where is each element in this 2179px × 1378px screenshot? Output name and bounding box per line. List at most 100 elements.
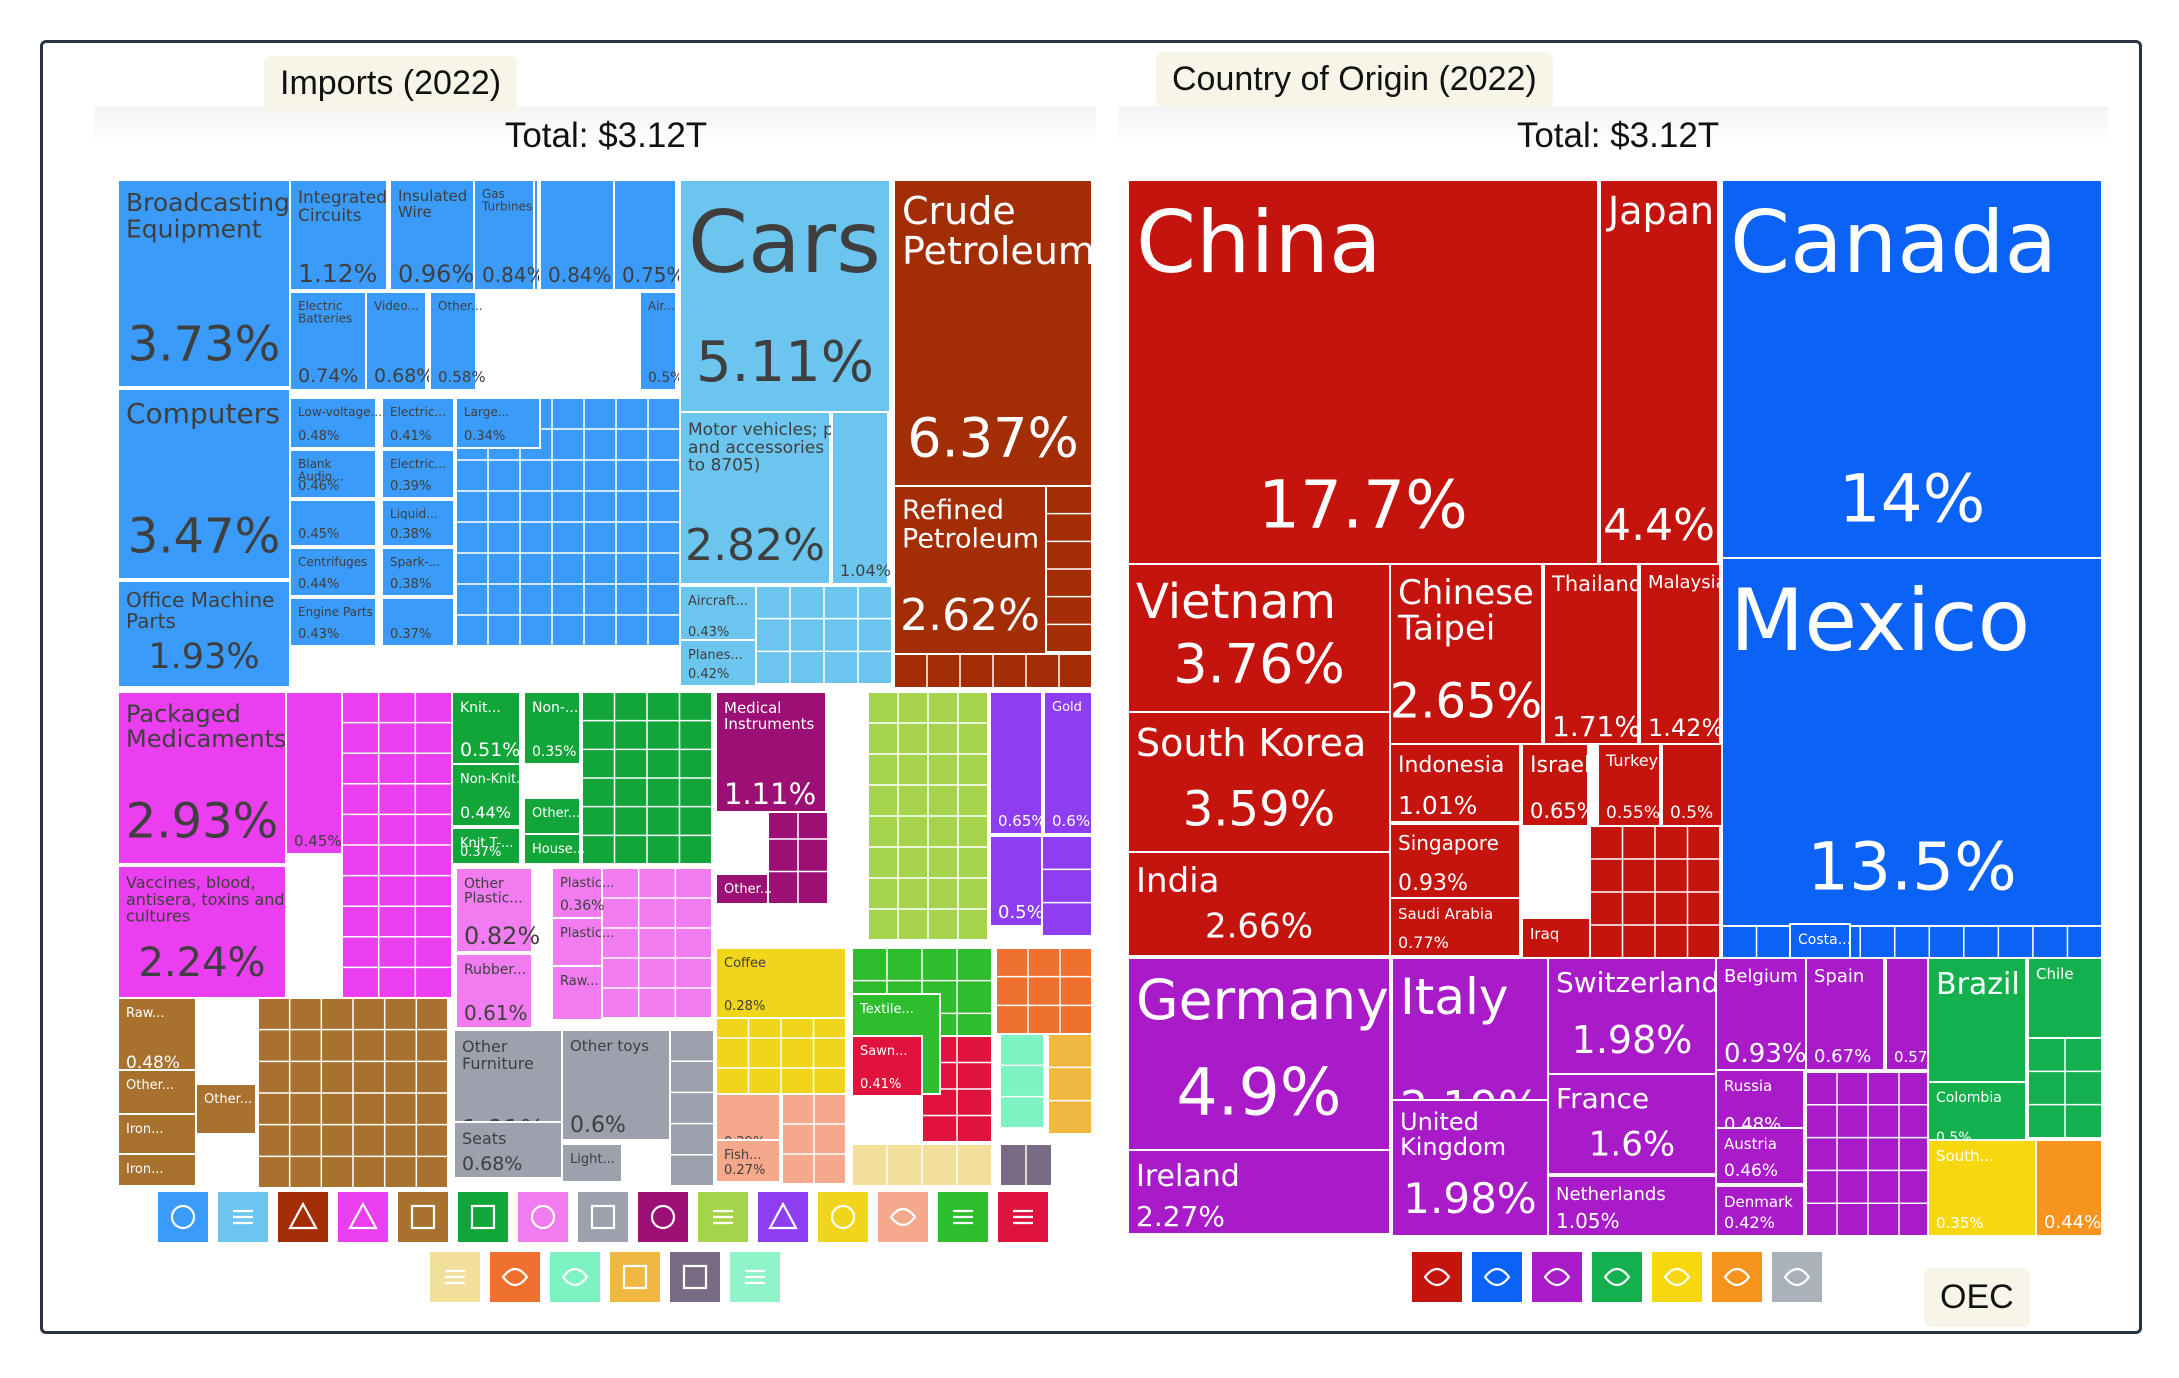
tile-turkey[interactable]: Turkey 0.55% [1597, 743, 1661, 827]
tile-cars[interactable]: Cars 5.11% [679, 179, 891, 413]
tile-non-knit[interactable]: Non-Knit... 0.44% [451, 763, 528, 827]
tile-raw[interactable]: Raw... 0.48% [117, 997, 197, 1077]
asia-icon[interactable] [1412, 1252, 1462, 1302]
tile-japan[interactable]: Japan 4.4% [1599, 179, 1719, 565]
tile-crude-petroleum[interactable]: Crude Petroleum 6.37% [893, 179, 1095, 487]
tile-planes[interactable]: Planes... 0.42% [679, 639, 757, 687]
tile-spain[interactable]: Spain 0.67% [1805, 957, 1885, 1071]
tile-canada[interactable]: Canada 14% [1721, 179, 2103, 559]
tile-sawn[interactable]: Sawn... 0.41% [851, 1035, 923, 1097]
tile-china[interactable]: China 17.7% [1127, 179, 1599, 565]
tile-india[interactable]: India 2.66% [1127, 851, 1391, 957]
tile-0-75[interactable]: 0.75% [613, 179, 686, 291]
stone-icon[interactable] [490, 1252, 540, 1302]
foodstuffs-icon[interactable] [818, 1192, 868, 1242]
tile-france[interactable]: France 1.6% [1547, 1073, 1717, 1175]
instruments-icon[interactable] [638, 1192, 688, 1242]
tile-0-45[interactable]: 0.45% [289, 499, 377, 547]
tile-raw[interactable]: Raw... [551, 965, 603, 1021]
animal-products-icon[interactable] [878, 1192, 928, 1242]
tile-0-84[interactable]: 0.84% [539, 179, 615, 291]
tile-plastic[interactable]: Plastic... [551, 917, 614, 967]
vegetable-products-icon[interactable] [698, 1192, 748, 1242]
tile-electric[interactable]: Electric... 0.39% [381, 449, 455, 499]
tile-packaged-medicaments[interactable]: Packaged Medicaments 2.93% [117, 691, 287, 865]
tile-israel[interactable]: Israel 0.65% [1521, 743, 1597, 827]
tile-integrated-circuits[interactable]: Integrated Circuits 1.12% [289, 179, 388, 291]
tile-other[interactable]: Other... [117, 1069, 197, 1117]
north-america-icon[interactable] [1472, 1252, 1522, 1302]
tile-knit-t[interactable]: Knit T-...0.37% [451, 827, 521, 865]
tile-united-kingdom[interactable]: United Kingdom 1.98% [1391, 1099, 1549, 1237]
tile-seats[interactable]: Seats 0.68% [453, 1121, 563, 1179]
tile-1-04[interactable]: 1.04% [831, 411, 891, 585]
europe-icon[interactable] [1532, 1252, 1582, 1302]
tile-house[interactable]: House... [523, 833, 585, 865]
tile-blank-audio[interactable]: Blank Audio...0.46% [289, 449, 377, 499]
miscellaneous-icon[interactable] [578, 1192, 628, 1242]
tile-0-5[interactable]: 0.5% [989, 835, 1044, 927]
tile-0-45[interactable]: 0.45% [285, 691, 343, 855]
tile-medical-instruments[interactable]: Medical Instruments 1.11% [715, 691, 827, 813]
tile-large[interactable]: Large... 0.34% [455, 397, 541, 449]
metals-icon[interactable] [398, 1192, 448, 1242]
tile-liquid[interactable]: Liquid... 0.38% [381, 499, 455, 547]
africa-icon[interactable] [1652, 1252, 1702, 1302]
tile-thailand[interactable]: Thailand 1.71% [1543, 563, 1642, 745]
tile-belgium[interactable]: Belgium 0.93% [1715, 957, 1813, 1071]
tile-saudi-arabia[interactable]: Saudi Arabia 0.77% [1389, 897, 1521, 957]
tile-south-korea[interactable]: South Korea 3.59% [1127, 711, 1391, 853]
tile-video[interactable]: Video... 0.68% [365, 291, 434, 391]
paper-icon[interactable] [998, 1192, 1048, 1242]
minerals-icon[interactable] [278, 1192, 328, 1242]
tile-other[interactable]: Other... [715, 873, 772, 905]
plastics-icon[interactable] [518, 1192, 568, 1242]
tile-costa[interactable]: Costa... [1789, 923, 1851, 959]
south-america-icon[interactable] [1592, 1252, 1642, 1302]
animal-hides-icon[interactable] [550, 1252, 600, 1302]
tile-mexico[interactable]: Mexico 13.5% [1721, 557, 2103, 927]
tile-0-44[interactable]: 0.44% [2035, 1139, 2103, 1237]
tile-other[interactable]: Other... [195, 1083, 257, 1135]
tile-broadcasting-equipment[interactable]: Broadcasting Equipment 3.73% [117, 179, 291, 388]
oec-logo[interactable]: OEC [1924, 1268, 2030, 1327]
tile-light[interactable]: Light... [561, 1143, 623, 1183]
tile-germany[interactable]: Germany 4.9% [1127, 957, 1391, 1151]
animal-fats-icon[interactable] [610, 1252, 660, 1302]
tile-0-37[interactable]: 0.37% [381, 597, 455, 647]
tile-low-voltage[interactable]: Low-voltage... 0.48% [289, 397, 382, 449]
tile-computers[interactable]: Computers 3.47% [117, 388, 291, 580]
footwear-icon[interactable] [938, 1192, 988, 1242]
tile-singapore[interactable]: Singapore 0.93% [1389, 823, 1521, 899]
tile-other[interactable]: Other... 0.58% [429, 291, 486, 391]
transportation-icon[interactable] [218, 1192, 268, 1242]
chemicals-icon[interactable] [338, 1192, 388, 1242]
tile-chinese-taipei[interactable]: Chinese Taipei 2.65% [1389, 563, 1543, 745]
tile-netherlands[interactable]: Netherlands 1.05% [1547, 1175, 1717, 1237]
tile-electric-batteries[interactable]: Electric Batteries 0.74% [289, 291, 367, 391]
wood-products-icon[interactable] [430, 1252, 480, 1302]
tile-electric[interactable]: Electric... 0.41% [381, 397, 455, 449]
tile-indonesia[interactable]: Indonesia 1.01% [1389, 743, 1521, 823]
tile-denmark[interactable]: Denmark 0.42% [1715, 1185, 1805, 1237]
tile-plastic[interactable]: Plastic... 0.36% [551, 867, 614, 919]
tile-other-toys[interactable]: Other toys 0.6% [561, 1029, 671, 1141]
tile-engine-parts[interactable]: Engine Parts 0.43% [289, 597, 377, 647]
tile-chile[interactable]: Chile [2027, 957, 2103, 1039]
oceania-icon[interactable] [1712, 1252, 1762, 1302]
tile-iron[interactable]: Iron... [117, 1153, 197, 1187]
tile-iraq[interactable]: Iraq [1521, 917, 1591, 959]
tile-vaccines-blood-antisera-toxins-and-cultures[interactable]: Vaccines, blood, antisera, toxins and cult… [117, 865, 287, 999]
antarctica-icon[interactable] [1772, 1252, 1822, 1302]
tile-malaysia[interactable]: Malaysia 1.42% [1639, 563, 1727, 745]
tile-0-5[interactable]: 0.5% [1661, 743, 1723, 827]
tile-centrifuges[interactable]: Centrifuges 0.44% [289, 547, 377, 597]
tile-south[interactable]: South... 0.35% [1927, 1139, 2037, 1237]
weapons-icon[interactable] [730, 1252, 780, 1302]
tile-other-plastic[interactable]: Other Plastic... 0.82% [455, 867, 540, 953]
tile-coffee[interactable]: Coffee 0.28% [715, 947, 847, 1019]
tile-austria[interactable]: Austria 0.46% [1715, 1127, 1805, 1185]
